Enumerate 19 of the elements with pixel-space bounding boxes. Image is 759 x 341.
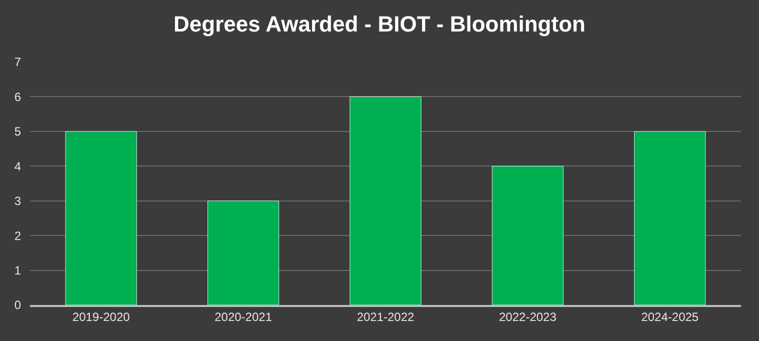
x-tick-label: 2019-2020: [72, 310, 130, 324]
x-tick-label: 2024-2025: [641, 310, 699, 324]
y-tick-label: 2: [14, 228, 22, 243]
bar: [634, 131, 706, 305]
y-tick-label: 3: [14, 194, 22, 208]
y-tick-label: 1: [14, 263, 22, 278]
x-tick-label: 2022-2023: [499, 310, 557, 324]
y-tick-label: 7: [14, 55, 22, 70]
x-tick-label: 2021-2022: [356, 310, 415, 324]
y-tick-label: 4: [14, 159, 22, 174]
y-tick-label: 6: [14, 90, 22, 104]
bar: [208, 200, 280, 305]
x-tick-label: 2020-2021: [214, 310, 272, 324]
bar: [350, 96, 422, 305]
bar: [65, 131, 137, 305]
y-tick-label: 5: [14, 124, 22, 139]
chart-title: Degrees Awarded - BIOT - Bloomington: [174, 12, 586, 37]
bar: [492, 166, 564, 305]
y-tick-label: 0: [14, 298, 22, 312]
